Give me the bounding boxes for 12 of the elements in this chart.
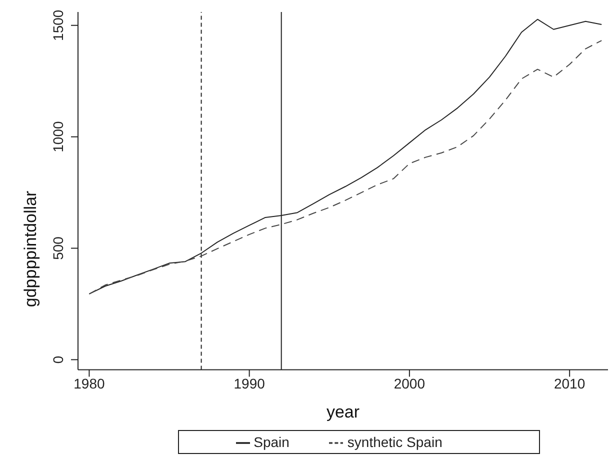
y-tick-label: 1500: [50, 10, 66, 41]
y-axis-title: gdppppintdollar: [21, 190, 40, 308]
x-tick-label: 1980: [74, 376, 105, 392]
x-axis-title: year: [326, 402, 360, 422]
y-tick-label: 1000: [50, 121, 66, 152]
x-tick-label: 2000: [394, 376, 426, 392]
y-tick-label: 500: [50, 236, 66, 260]
x-tick-label: 1990: [234, 376, 266, 392]
y-tick-label: 0: [50, 356, 66, 364]
legend-label: Spain: [254, 434, 290, 450]
legend-label: synthetic Spain: [347, 434, 442, 450]
x-tick-label: 2010: [554, 376, 586, 392]
